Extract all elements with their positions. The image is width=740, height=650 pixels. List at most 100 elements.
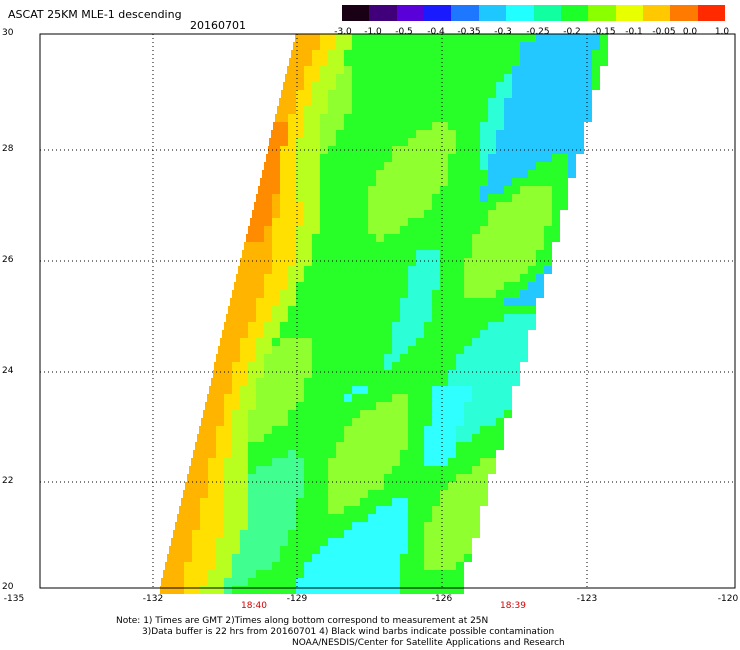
swath-pixel — [384, 530, 392, 538]
swath-pixel — [400, 282, 408, 290]
swath-pixel — [504, 58, 512, 66]
swath-pixel — [360, 522, 368, 530]
swath-pixel — [456, 202, 464, 210]
swath-pixel — [328, 554, 336, 562]
swath-pixel — [448, 362, 456, 370]
swath-pixel — [376, 178, 384, 186]
swath-pixel — [384, 394, 392, 402]
swath-pixel — [384, 34, 392, 42]
swath-pixel — [368, 218, 376, 226]
colorbar-swatch — [670, 5, 698, 21]
swath-pixel — [440, 178, 448, 186]
swath-pixel — [472, 410, 480, 418]
swath-pixel — [232, 418, 240, 426]
swath-pixel — [288, 170, 296, 178]
swath-pixel — [296, 114, 304, 122]
swath-pixel — [304, 258, 312, 266]
swath-pixel — [544, 138, 552, 146]
swath-pixel — [456, 530, 464, 538]
swath-pixel — [496, 346, 504, 354]
swath-pixel — [360, 234, 368, 242]
swath-pixel — [344, 370, 352, 378]
swath-pixel — [328, 490, 336, 498]
swath-pixel — [472, 130, 480, 138]
swath-pixel — [544, 266, 552, 274]
swath-pixel — [384, 458, 392, 466]
swath-pixel — [280, 258, 288, 266]
swath-pixel — [264, 474, 272, 482]
swath-pixel — [232, 578, 240, 586]
swath-pixel — [264, 290, 272, 298]
swath-pixel — [496, 58, 504, 66]
swath-pixel — [384, 426, 392, 434]
swath-pixel — [440, 218, 448, 226]
swath-pixel — [376, 402, 384, 410]
swath-pixel — [424, 362, 432, 370]
swath-pixel — [368, 58, 376, 66]
swath-pixel — [368, 114, 376, 122]
swath-pixel — [288, 186, 296, 194]
swath-pixel — [296, 98, 304, 106]
swath-pixel — [496, 130, 504, 138]
swath-pixel — [400, 578, 408, 586]
swath-pixel — [360, 570, 368, 578]
swath-pixel — [560, 90, 568, 98]
swath-pixel — [456, 250, 464, 258]
swath-pixel — [264, 570, 272, 578]
swath-pixel — [560, 58, 568, 66]
swath-pixel — [416, 290, 424, 298]
swath-pixel — [320, 298, 328, 306]
swath-pixel — [496, 66, 504, 74]
swath-pixel — [248, 570, 256, 578]
swath-pixel — [472, 290, 480, 298]
swath-pixel — [384, 418, 392, 426]
swath-pixel — [258, 186, 266, 194]
swath-pixel — [472, 250, 480, 258]
swath-pixel — [184, 498, 192, 506]
swath-pixel — [368, 274, 376, 282]
swath-pixel — [272, 506, 280, 514]
swath-pixel — [528, 122, 536, 130]
swath-pixel — [312, 42, 320, 50]
swath-pixel — [208, 530, 216, 538]
swath-pixel — [352, 130, 360, 138]
swath-pixel — [264, 578, 272, 586]
lon-label-123: -123 — [576, 594, 598, 604]
swath-pixel — [352, 330, 360, 338]
swath-pixel — [344, 570, 352, 578]
lon-label-132: -132 — [142, 594, 164, 604]
swath-pixel — [304, 354, 312, 362]
swath-pixel — [328, 90, 336, 98]
swath-pixel — [384, 114, 392, 122]
swath-pixel — [488, 170, 496, 178]
swath-pixel — [520, 114, 528, 122]
swath-pixel — [504, 218, 512, 226]
swath-pixel — [400, 234, 408, 242]
swath-pixel — [320, 450, 328, 458]
swath-pixel — [472, 66, 480, 74]
swath-pixel — [408, 298, 416, 306]
swath-pixel — [496, 42, 504, 50]
swath-pixel — [392, 50, 400, 58]
swath-pixel — [544, 250, 552, 258]
swath-pixel — [320, 346, 328, 354]
swath-pixel — [536, 218, 544, 226]
swath-pixel — [432, 330, 440, 338]
swath-pixel — [216, 450, 224, 458]
swath-pixel — [528, 82, 536, 90]
swath-pixel — [464, 538, 472, 546]
swath-pixel — [280, 546, 288, 554]
swath-pixel — [256, 346, 264, 354]
swath-pixel — [528, 114, 536, 122]
swath-pixel — [480, 426, 488, 434]
swath-pixel — [456, 490, 464, 498]
swath-pixel — [392, 458, 400, 466]
swath-pixel — [488, 34, 496, 42]
swath-pixel — [328, 234, 336, 242]
swath-pixel — [288, 410, 296, 418]
swath-pixel — [360, 394, 368, 402]
swath-pixel — [488, 98, 496, 106]
swath-pixel — [312, 154, 320, 162]
swath-pixel — [176, 538, 184, 546]
swath-pixel — [376, 578, 384, 586]
